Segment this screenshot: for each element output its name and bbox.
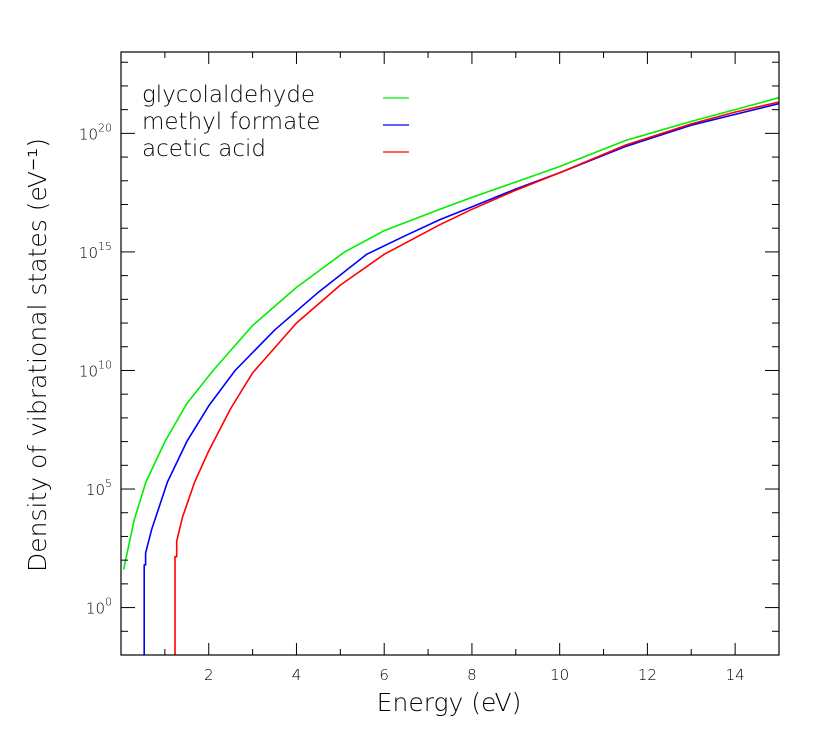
y-tick-label-exponent: 20 xyxy=(98,121,112,134)
series-line-acetic-acid xyxy=(174,101,780,655)
series-layer xyxy=(122,96,780,655)
y-axis-label: Density of vibrational states (eV⁻¹) xyxy=(23,138,52,572)
y-tick-label-base: 10 xyxy=(79,244,98,262)
legend-label: glycolaldehyde xyxy=(142,82,315,108)
y-tick-label-exponent: 0 xyxy=(105,596,112,609)
y-tick-label-exponent: 15 xyxy=(98,240,112,253)
series-line-glycolaldehyde xyxy=(122,96,780,570)
series-line-methyl-formate xyxy=(143,102,780,655)
plot-frame xyxy=(120,51,780,656)
y-tick-label-exponent: 10 xyxy=(98,358,112,371)
y-tick-label: 100 xyxy=(86,596,112,618)
legend-label: acetic acid xyxy=(142,136,266,162)
y-tick-label: 105 xyxy=(86,477,112,499)
y-tick-label-base: 10 xyxy=(79,362,98,380)
x-tick-label: 14 xyxy=(726,666,745,684)
y-tick-label: 1010 xyxy=(79,358,112,380)
y-tick-label: 1020 xyxy=(79,121,112,143)
x-tick-label: 8 xyxy=(467,666,477,684)
y-tick-label-base: 10 xyxy=(86,600,105,618)
y-tick-label-exponent: 5 xyxy=(105,477,112,490)
y-tick-label: 1015 xyxy=(79,240,112,262)
legend-label: methyl formate xyxy=(142,109,320,135)
x-tick-label: 10 xyxy=(550,666,569,684)
x-axis-label: Energy (eV) xyxy=(377,688,522,717)
x-tick-label: 4 xyxy=(292,666,302,684)
x-tick-label: 12 xyxy=(638,666,657,684)
y-tick-label-base: 10 xyxy=(86,481,105,499)
y-tick-label-base: 10 xyxy=(79,125,98,143)
x-tick-label: 2 xyxy=(204,666,214,684)
x-tick-label: 6 xyxy=(379,666,389,684)
